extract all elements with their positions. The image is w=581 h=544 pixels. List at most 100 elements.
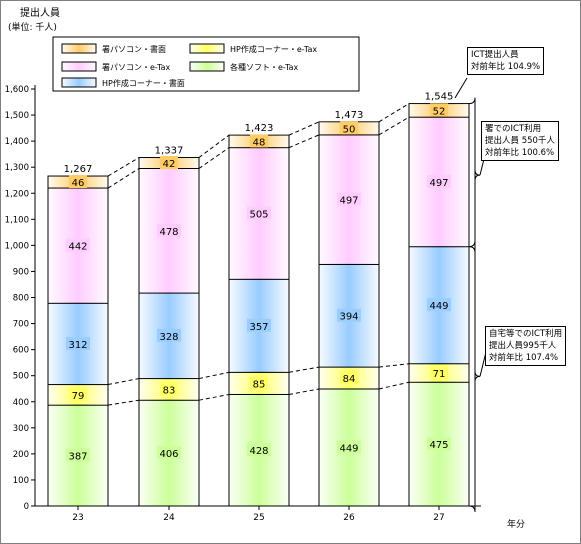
x-tick-label: 23 [72, 513, 83, 523]
connector-line [378, 103, 410, 123]
x-tick-label: 26 [343, 513, 355, 523]
y-tick-label: 300 [13, 424, 29, 434]
legend-swatch-shading [62, 44, 96, 53]
data-label: 475 [429, 440, 448, 451]
total-label: 1,423 [245, 123, 274, 134]
legend-label: HP作成コーナー・e-Tax [230, 44, 317, 54]
y-tick-label: 1,200 [5, 189, 29, 199]
total-label: 1,337 [155, 146, 184, 157]
data-label: 312 [68, 340, 87, 351]
data-label: 428 [249, 446, 268, 457]
data-label-bg [427, 437, 451, 451]
total-leader [454, 77, 468, 99]
data-label-bg [66, 448, 90, 462]
annotation-office-line3: 対前年比 100.6% [485, 148, 555, 158]
total-label: 1,545 [425, 92, 454, 103]
annotation-total-line1: ICT提出人員 [471, 50, 519, 60]
connector-line [107, 378, 140, 386]
data-label-bg [160, 156, 178, 170]
data-label-bg [337, 192, 361, 206]
y-tick-label: 900 [13, 267, 29, 277]
data-label: 85 [253, 379, 266, 390]
data-label-bg [340, 371, 358, 385]
y-tick-label: 100 [13, 476, 29, 486]
y-tick-label: 1,000 [5, 241, 29, 251]
y-tick-label: 1,100 [5, 215, 29, 225]
annotation-home-line1: 自宅等でのICT利用 [489, 329, 563, 339]
data-label-bg [337, 440, 361, 454]
connector-line [378, 381, 410, 390]
connector-line [198, 393, 230, 401]
connector-line [198, 147, 230, 169]
x-tick-label: 25 [253, 513, 264, 523]
data-label-bg [247, 206, 271, 220]
y-tick-label: 500 [13, 372, 29, 382]
data-label: 357 [249, 322, 268, 333]
y-tick-label: 1,300 [5, 163, 29, 173]
annotation-home-ict: 自宅等でのICT利用 提出人員995千人 対前年比 107.4% [485, 326, 567, 366]
y-tick-label: 1,600 [5, 85, 29, 95]
annotation-total-line2: 対前年比 104.9% [471, 62, 541, 72]
data-label: 449 [339, 443, 358, 454]
data-label: 83 [163, 385, 176, 396]
data-label: 497 [339, 196, 358, 207]
connector-line [107, 168, 140, 189]
data-label: 42 [163, 159, 176, 170]
annotation-office-line2: 提出人員 550千人 [485, 136, 555, 146]
connector-line [107, 157, 140, 177]
connector-line [288, 388, 320, 395]
data-label: 442 [68, 242, 87, 253]
data-label: 406 [159, 449, 178, 460]
data-label: 394 [339, 312, 358, 323]
data-label-bg [250, 134, 268, 148]
data-label: 52 [433, 106, 446, 117]
data-label-bg [69, 175, 87, 189]
y-tick-label: 400 [13, 398, 29, 408]
data-label-bg [157, 223, 181, 237]
y-tick-label: 600 [13, 346, 29, 356]
data-label: 449 [429, 301, 448, 312]
data-label-bg [66, 238, 90, 252]
data-label-bg [427, 298, 451, 312]
data-label-bg [157, 328, 181, 342]
data-label: 497 [429, 178, 448, 189]
annotation-home-line2: 提出人員995千人 [489, 341, 557, 351]
data-label-bg [247, 443, 271, 457]
legend-label: 各種ソフト・e-Tax [230, 62, 299, 72]
data-label-bg [427, 174, 451, 188]
x-axis-unit: 年分 [507, 518, 525, 530]
legend-label: HP作成コーナー・書面 [102, 78, 185, 88]
connector-line [288, 366, 320, 373]
data-label: 50 [343, 124, 356, 135]
data-label-bg [247, 318, 271, 332]
x-tick-label: 27 [433, 513, 444, 523]
annotation-office-line1: 署でのICT利用 [485, 124, 542, 134]
connector-line [107, 399, 140, 406]
connector-line [378, 363, 410, 368]
legend-label: 署パソコン・e-Tax [102, 63, 171, 72]
y-tick-label: 200 [13, 450, 29, 460]
y-tick-label: 0 [24, 502, 29, 512]
data-label-bg [337, 308, 361, 322]
annotation-total-ict: ICT提出人員 対前年比 104.9% [467, 47, 545, 75]
data-label-bg [430, 103, 448, 117]
connector-line [378, 116, 410, 136]
data-label: 387 [68, 452, 87, 463]
data-label-bg [250, 376, 268, 390]
data-label-bg [66, 336, 90, 350]
legend-swatch-shading [190, 62, 224, 71]
y-axis-unit: (単位: 千人) [8, 21, 57, 33]
legend-swatch-shading [190, 44, 224, 53]
legend-label: 署パソコン・書面 [102, 44, 166, 54]
connector-line [288, 121, 320, 136]
data-label: 48 [253, 137, 266, 148]
data-label: 79 [72, 391, 85, 402]
data-label: 505 [249, 209, 268, 220]
y-tick-label: 1,400 [5, 137, 29, 147]
data-label: 46 [72, 178, 85, 189]
x-tick-label: 24 [163, 513, 175, 523]
connector-line [288, 134, 320, 149]
y-axis-title: 提出人員 [20, 6, 60, 19]
data-label: 478 [159, 227, 178, 238]
